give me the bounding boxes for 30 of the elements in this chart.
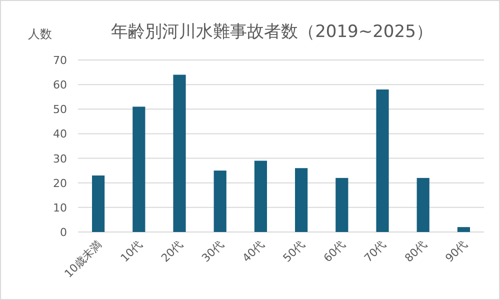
- x-tick-label: 40代: [240, 238, 267, 265]
- y-tick-label: 10: [53, 201, 67, 214]
- bar: [336, 178, 348, 232]
- y-tick-label: 20: [53, 176, 67, 190]
- chart-title: 年齢別河川水難事故者数（2019~2025）: [111, 22, 433, 42]
- bar: [173, 74, 186, 232]
- x-tick-label: 90代: [442, 238, 470, 265]
- y-tick-label: 60: [53, 78, 67, 92]
- bar: [254, 160, 267, 232]
- y-tick-label: 30: [53, 152, 67, 166]
- x-tick-label: 10歳未満: [62, 238, 104, 280]
- x-tick-label: 50代: [280, 238, 308, 265]
- bar: [295, 168, 308, 232]
- x-tick-label: 20代: [158, 238, 186, 265]
- x-tick-label: 30代: [199, 238, 226, 265]
- x-tick-label: 10代: [118, 238, 146, 265]
- bar: [376, 89, 389, 232]
- y-tick-label: 50: [53, 103, 67, 116]
- bar: [214, 170, 226, 232]
- y-tick-label: 0: [60, 226, 67, 239]
- bar: [92, 175, 105, 232]
- y-tick-label: 70: [53, 54, 67, 67]
- y-tick-label: 40: [53, 128, 67, 141]
- bar: [416, 178, 430, 232]
- y-axis-title: 人数: [28, 27, 52, 41]
- x-tick-label: 70代: [362, 238, 389, 265]
- x-tick-label: 80代: [402, 238, 430, 265]
- bar: [457, 227, 470, 232]
- bar: [132, 106, 146, 232]
- x-tick-label: 60代: [321, 238, 348, 265]
